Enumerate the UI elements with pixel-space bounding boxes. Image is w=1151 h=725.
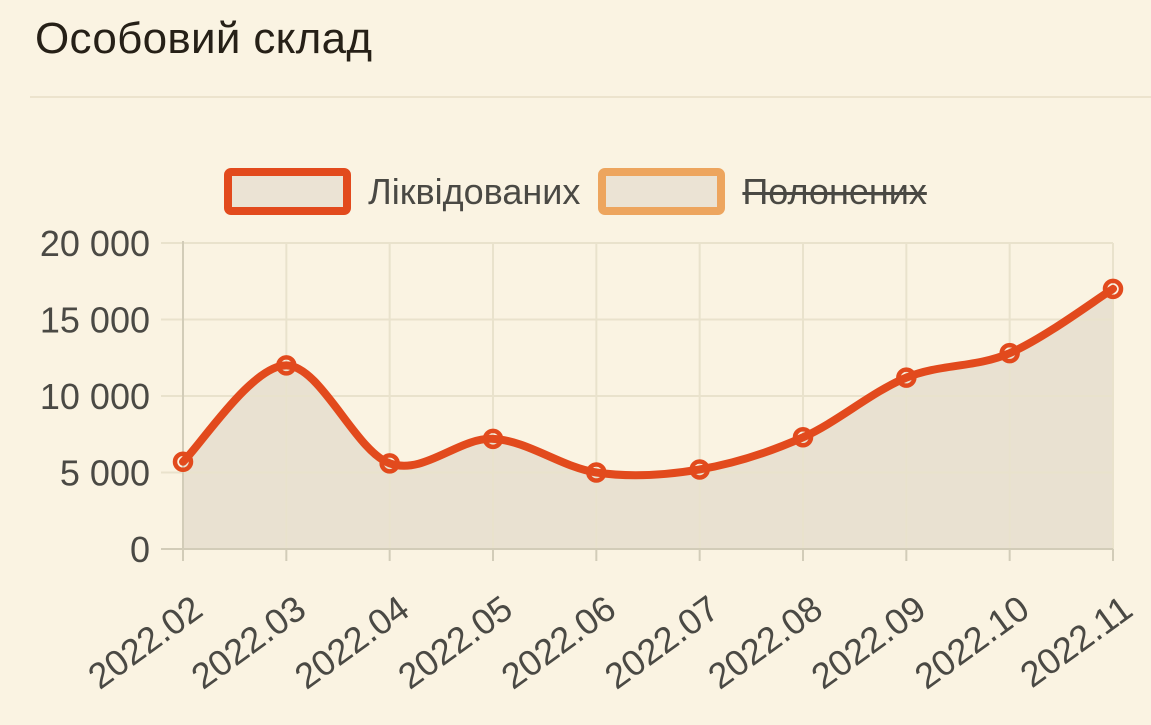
data-point-marker[interactable] bbox=[689, 459, 710, 480]
page-title: Особовий склад bbox=[35, 14, 373, 63]
legend-swatch-liquidated bbox=[224, 168, 352, 215]
x-tick-label: 2022.10 bbox=[907, 587, 1036, 697]
x-tick-label: 2022.03 bbox=[184, 587, 313, 697]
data-point-marker[interactable] bbox=[896, 367, 917, 388]
legend-item-liquidated[interactable]: Ліквідованих bbox=[224, 168, 580, 215]
data-point-marker[interactable] bbox=[379, 453, 400, 474]
x-axis-labels: 2022.022022.032022.042022.052022.062022.… bbox=[80, 587, 1139, 697]
x-tick-label: 2022.04 bbox=[287, 587, 416, 697]
axes bbox=[161, 241, 1114, 561]
data-point-marker[interactable] bbox=[792, 427, 814, 448]
y-tick-label: 10 000 bbox=[40, 376, 150, 417]
series-markers[interactable] bbox=[172, 278, 1124, 483]
series-line bbox=[179, 284, 1117, 480]
y-tick-label: 0 bbox=[130, 529, 150, 570]
x-tick-label: 2022.06 bbox=[494, 587, 623, 697]
legend-label-captured: Полонених bbox=[742, 170, 927, 212]
data-point-marker[interactable] bbox=[1102, 278, 1124, 300]
data-point-marker[interactable] bbox=[482, 428, 504, 450]
y-tick-label: 5 000 bbox=[60, 453, 150, 494]
x-tick-label: 2022.02 bbox=[80, 587, 209, 697]
y-tick-label: 20 000 bbox=[40, 223, 150, 264]
x-tick-label: 2022.07 bbox=[597, 587, 726, 697]
x-tick-label: 2022.08 bbox=[700, 587, 829, 697]
y-axis-labels: 0 5 000 10 000 15 000 20 000 bbox=[40, 223, 150, 570]
data-point-marker[interactable] bbox=[172, 451, 194, 473]
data-point-marker[interactable] bbox=[276, 355, 297, 376]
data-point-marker[interactable] bbox=[586, 462, 607, 483]
title-divider bbox=[30, 96, 1151, 98]
legend-swatch-captured bbox=[598, 168, 726, 215]
x-tick-label: 2022.09 bbox=[804, 587, 933, 697]
x-tick-label: 2022.05 bbox=[390, 587, 519, 697]
series-area bbox=[183, 288, 1113, 549]
chart-legend: Ліквідованих Полонених bbox=[0, 168, 1151, 215]
y-tick-label: 15 000 bbox=[40, 300, 150, 341]
legend-item-captured[interactable]: Полонених bbox=[598, 168, 927, 215]
data-point-marker[interactable] bbox=[999, 342, 1020, 364]
legend-label-liquidated: Ліквідованих bbox=[368, 170, 581, 212]
x-tick-label: 2022.11 bbox=[1012, 587, 1139, 695]
